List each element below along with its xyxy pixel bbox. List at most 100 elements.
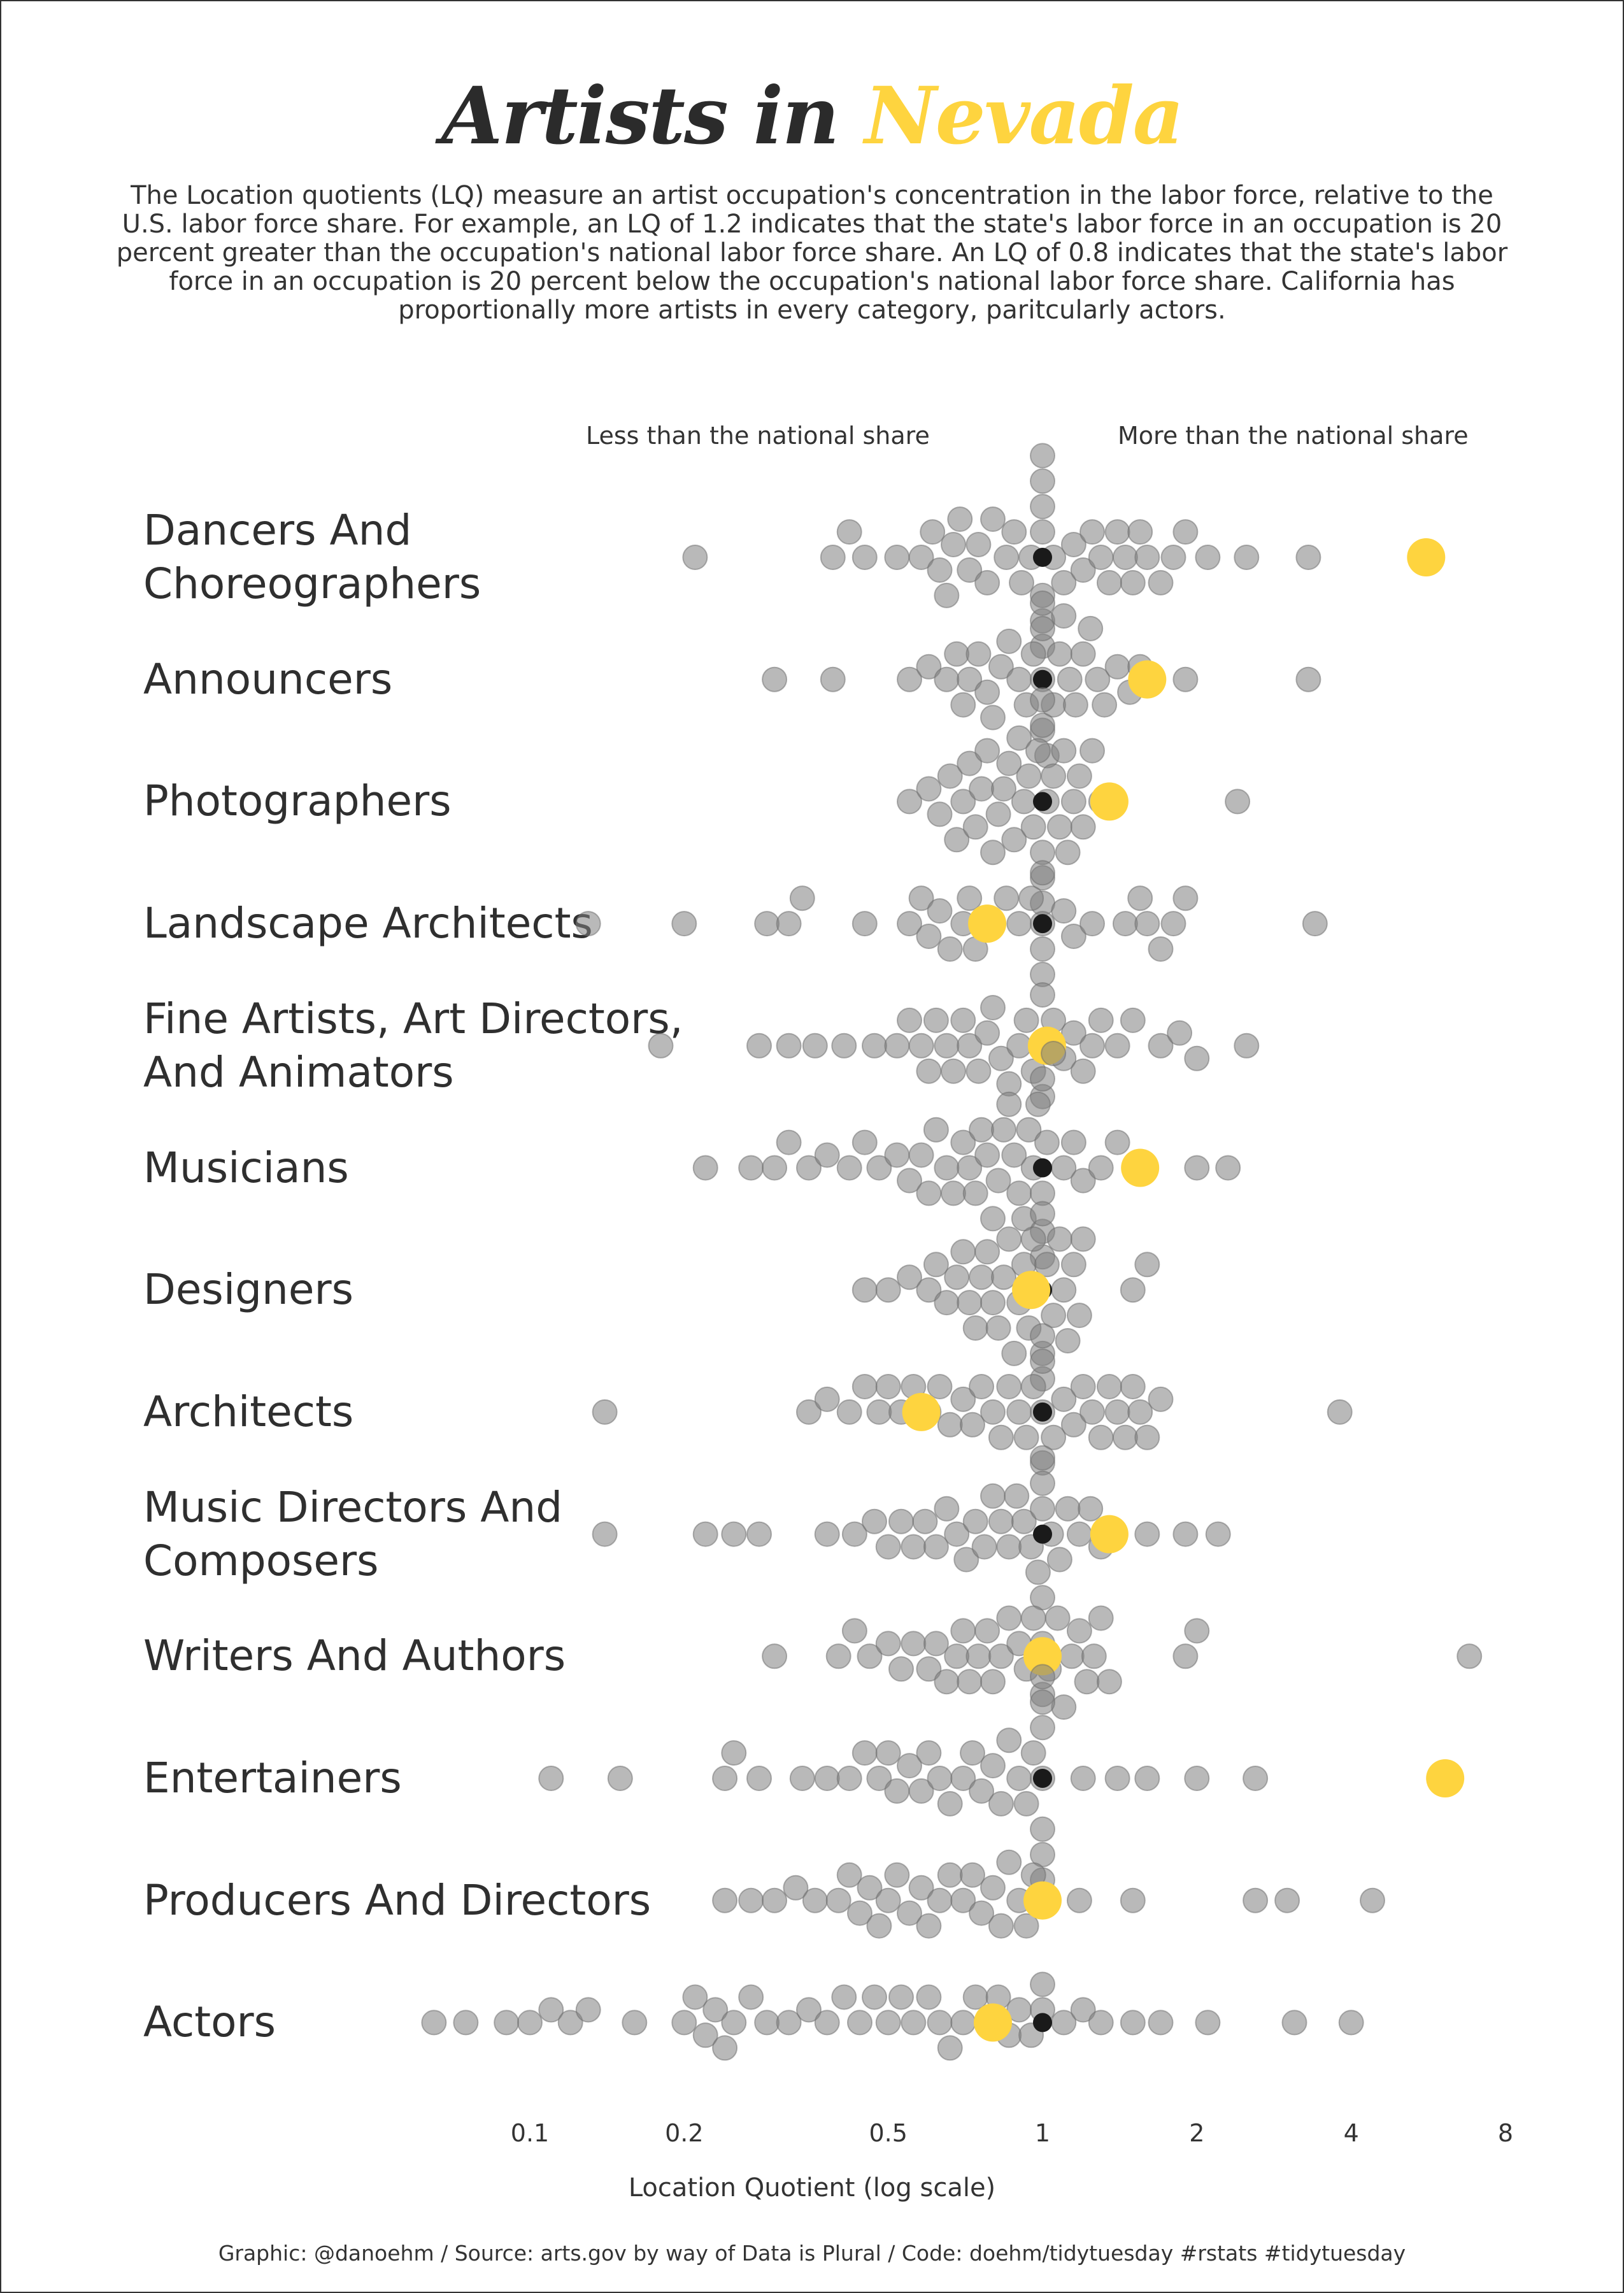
state-point: [950, 1386, 976, 1412]
state-point: [950, 2010, 976, 2036]
state-point: [897, 1007, 922, 1033]
state-point: [1104, 1399, 1130, 1425]
state-point: [934, 1669, 960, 1695]
state-point: [1243, 1766, 1269, 1791]
state-point: [1134, 911, 1160, 937]
state-point: [988, 1045, 1014, 1071]
state-point: [682, 1984, 708, 2010]
state-point: [1046, 1547, 1072, 1573]
state-point: [1044, 1605, 1071, 1631]
state-point: [901, 2010, 927, 2036]
state-point: [1243, 1887, 1269, 1913]
state-point: [1058, 1643, 1085, 1669]
state-point: [648, 1032, 674, 1059]
chart-subtitle: The Location quotients (LQ) measure an a…: [116, 181, 1508, 325]
state-point: [557, 2010, 583, 2036]
title-prefix: Artists in: [441, 70, 865, 162]
state-point: [897, 1264, 922, 1290]
x-tick-label: 8: [1497, 2119, 1514, 2147]
state-point: [1020, 1226, 1046, 1252]
state-point: [1051, 898, 1077, 924]
state-point: [944, 1521, 970, 1547]
state-point: [851, 1129, 878, 1155]
state-point: [897, 1900, 922, 1926]
state-point: [916, 1740, 942, 1766]
state-point: [796, 1399, 822, 1425]
state-point: [974, 738, 1001, 764]
state-point: [1079, 519, 1105, 545]
national-reference-point: [1033, 2013, 1052, 2032]
state-point: [1070, 1997, 1096, 2023]
state-point: [950, 1766, 976, 1791]
state-point: [927, 1887, 953, 1913]
state-point: [836, 1399, 862, 1425]
state-point: [884, 1142, 910, 1168]
state-point: [980, 1875, 1006, 1901]
state-point: [908, 1032, 934, 1059]
state-point: [994, 885, 1020, 911]
state-point: [1127, 1399, 1153, 1425]
state-point: [671, 911, 697, 937]
state-point: [1148, 2010, 1174, 2036]
category-row: [421, 1971, 1364, 2061]
state-point: [1078, 1496, 1104, 1522]
state-point: [671, 2010, 697, 2036]
state-point: [1148, 1032, 1174, 1059]
state-point: [1070, 1374, 1096, 1399]
state-point: [776, 2010, 802, 2036]
state-point: [831, 1984, 857, 2010]
state-point: [1079, 911, 1105, 937]
state-point: [1295, 545, 1321, 570]
state-point: [836, 1766, 862, 1791]
state-point: [884, 1862, 910, 1888]
state-point: [762, 1887, 788, 1913]
state-point: [908, 1142, 934, 1168]
state-point: [1055, 1496, 1081, 1522]
state-point: [974, 679, 1001, 705]
state-point: [453, 2010, 479, 2036]
state-point: [851, 911, 878, 937]
state-point: [1020, 1374, 1046, 1399]
state-point: [1088, 1424, 1114, 1450]
state-point: [1030, 590, 1055, 616]
state-point: [916, 1058, 942, 1084]
state-point: [1001, 519, 1027, 545]
state-point: [814, 1766, 840, 1791]
state-point: [927, 1374, 953, 1399]
state-point: [916, 1277, 942, 1303]
category-row: [575, 860, 1328, 987]
state-point: [1070, 814, 1096, 840]
state-point: [1088, 1605, 1114, 1631]
state-point: [965, 1058, 992, 1084]
state-point: [974, 1020, 1001, 1046]
state-point: [923, 1007, 949, 1033]
state-point: [950, 1618, 976, 1644]
state-point: [1092, 692, 1118, 718]
state-point: [980, 1669, 1006, 1695]
state-point: [1085, 666, 1111, 692]
national-reference-point: [1033, 669, 1052, 689]
state-point: [1006, 1180, 1032, 1206]
state-point: [607, 1766, 633, 1791]
state-point: [1066, 763, 1092, 789]
state-point: [1195, 2010, 1221, 2036]
state-point: [796, 1155, 822, 1181]
state-point: [962, 814, 988, 840]
state-point: [988, 1508, 1014, 1534]
state-point: [934, 1290, 960, 1316]
state-point: [1051, 1277, 1077, 1303]
state-point: [847, 1900, 873, 1926]
category-row: [648, 982, 1260, 1110]
state-point: [702, 1997, 729, 2023]
state-point: [1148, 1386, 1174, 1412]
state-point: [957, 557, 983, 583]
state-point: [1088, 1007, 1114, 1033]
state-point: [1030, 1445, 1055, 1471]
category-label: Musicians: [143, 1143, 349, 1192]
state-point: [692, 1155, 718, 1181]
state-point: [802, 1887, 828, 1913]
state-point: [1025, 738, 1051, 764]
category-label: Architects: [143, 1387, 354, 1436]
nevada-point: [1012, 1271, 1051, 1310]
state-point: [847, 2010, 873, 2036]
